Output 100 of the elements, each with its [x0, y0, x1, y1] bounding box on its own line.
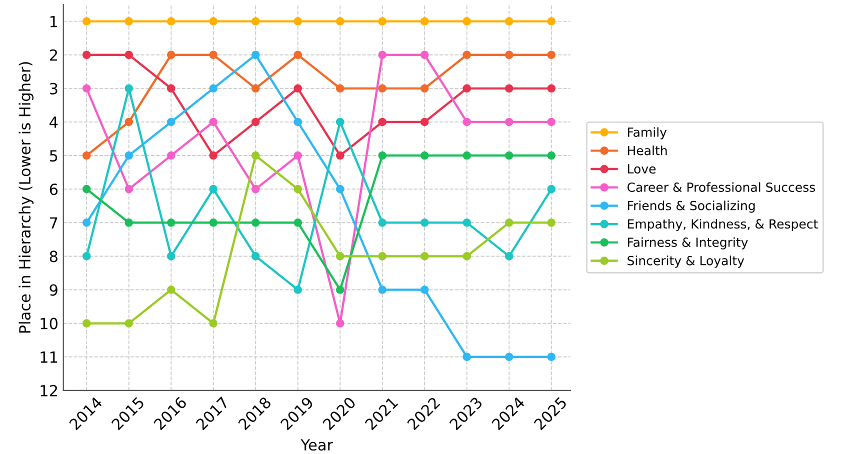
- point: [294, 118, 302, 126]
- y-tick-label: 9: [50, 284, 58, 296]
- point: [547, 184, 556, 194]
- point: [251, 50, 260, 60]
- point: [82, 84, 91, 93]
- legend-label: Friends & Socializing: [628, 200, 755, 213]
- point: [251, 218, 260, 227]
- point: [251, 84, 260, 93]
- point: [420, 118, 429, 126]
- point: [124, 218, 134, 227]
- point: [124, 151, 134, 160]
- point: [504, 118, 514, 126]
- point: [336, 84, 344, 93]
- point: [378, 50, 387, 60]
- point: [547, 84, 556, 93]
- point: [547, 17, 556, 26]
- legend-label: Sincerity & Loyalty: [628, 256, 744, 268]
- point: [420, 286, 429, 294]
- point: [294, 218, 302, 227]
- point: [82, 319, 91, 328]
- point: [462, 17, 472, 26]
- point: [294, 151, 302, 160]
- point: [166, 17, 176, 26]
- point: [124, 84, 134, 93]
- point: [251, 17, 260, 26]
- point: [504, 151, 514, 160]
- legend-label: Fairness & Integrity: [628, 237, 748, 250]
- y-tick-label: 5: [50, 150, 58, 162]
- point: [547, 118, 556, 126]
- y-tick-label: 6: [50, 184, 58, 196]
- point: [82, 50, 91, 60]
- point: [378, 84, 387, 93]
- point: [209, 218, 218, 227]
- point: [336, 151, 344, 160]
- point: [166, 84, 176, 93]
- point: [462, 118, 472, 126]
- point: [251, 151, 260, 160]
- point: [420, 218, 429, 227]
- point: [504, 50, 514, 60]
- y-tick-label: 12: [40, 384, 57, 396]
- y-tick-label: 2: [50, 49, 57, 61]
- point: [166, 50, 176, 60]
- point: [124, 184, 134, 194]
- point: [547, 218, 556, 227]
- point: [124, 118, 134, 126]
- point: [420, 84, 429, 93]
- point: [378, 252, 387, 260]
- point: [166, 151, 176, 160]
- point: [82, 218, 91, 227]
- point: [462, 84, 472, 93]
- point: [462, 151, 472, 160]
- point: [209, 184, 218, 194]
- y-tick-label: 8: [50, 250, 58, 262]
- legend-label: Career & Professional Success: [627, 182, 816, 192]
- point: [462, 218, 472, 227]
- point: [124, 50, 134, 60]
- point: [209, 151, 218, 160]
- point: [420, 50, 429, 60]
- point: [209, 319, 218, 328]
- point: [504, 352, 514, 362]
- y-tick-label: 4: [50, 116, 58, 128]
- point: [462, 352, 472, 362]
- y-tick-label: 11: [40, 352, 58, 363]
- point: [462, 252, 472, 260]
- point: [251, 252, 260, 260]
- point: [547, 50, 556, 60]
- point: [378, 17, 387, 26]
- point: [462, 50, 472, 60]
- x-axis-title: Year: [300, 439, 334, 451]
- point: [82, 151, 91, 160]
- legend-label: Love: [628, 164, 656, 174]
- point: [251, 184, 260, 194]
- point: [251, 118, 260, 126]
- point: [336, 286, 344, 294]
- point: [378, 218, 387, 227]
- y-tick-label: 1: [50, 16, 58, 28]
- y-tick-label: 3: [50, 82, 58, 94]
- point: [504, 84, 514, 93]
- point: [82, 184, 91, 194]
- point: [504, 252, 514, 260]
- point: [504, 17, 514, 26]
- point: [420, 151, 429, 160]
- point: [336, 319, 344, 328]
- point: [294, 184, 302, 194]
- y-tick-label: 7: [50, 217, 58, 228]
- point: [124, 319, 134, 328]
- y-tick-label: 10: [40, 318, 58, 330]
- point: [166, 218, 176, 227]
- point: [420, 17, 429, 26]
- point: [336, 184, 344, 194]
- point: [378, 118, 387, 126]
- point: [82, 252, 91, 260]
- point: [336, 252, 344, 260]
- point: [209, 118, 218, 126]
- point: [504, 218, 514, 227]
- point: [294, 84, 302, 93]
- point: [209, 84, 218, 93]
- point: [336, 17, 344, 26]
- legend-label: Health: [628, 146, 667, 156]
- point: [166, 118, 176, 126]
